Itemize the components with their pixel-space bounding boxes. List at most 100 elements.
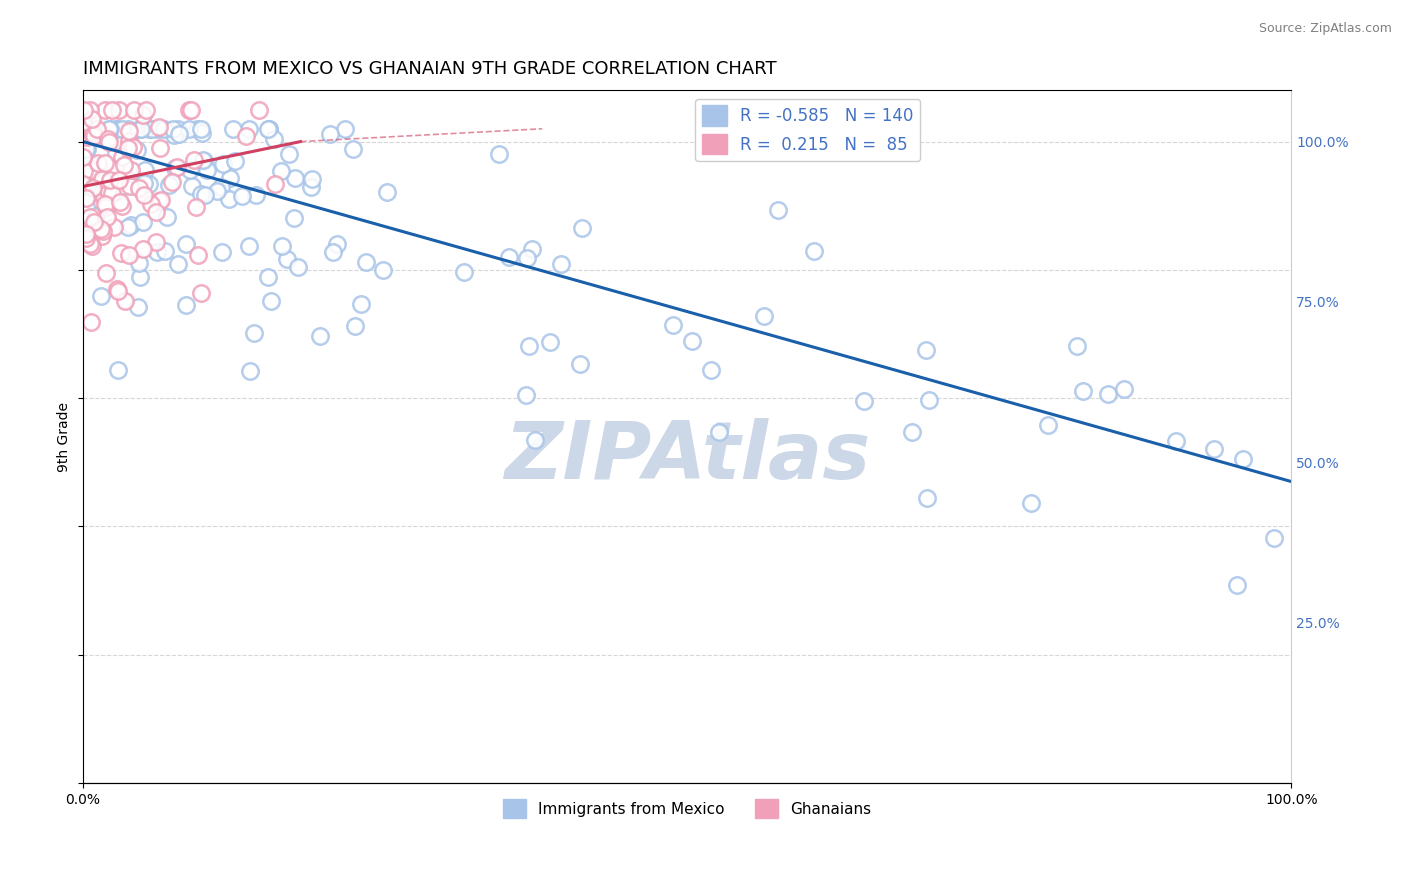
Point [287, 260, 309, 274]
Point [128, 121, 150, 136]
Point [209, 180, 232, 194]
Point [174, 237, 197, 252]
Point [1019, 496, 1042, 510]
Point [111, 121, 134, 136]
Point [219, 171, 242, 186]
Point [1263, 531, 1285, 545]
Point [103, 219, 125, 234]
Point [107, 284, 129, 298]
Point [752, 309, 775, 323]
Point [114, 294, 136, 309]
Point [79, 156, 101, 170]
Point [80, 163, 103, 178]
Point [238, 121, 260, 136]
Point [117, 141, 139, 155]
Point [108, 125, 131, 139]
Point [138, 121, 160, 136]
Point [194, 187, 217, 202]
Point [118, 248, 141, 262]
Point [239, 364, 262, 378]
Point [97, 135, 120, 149]
Point [117, 219, 139, 234]
Point [278, 146, 301, 161]
Point [82, 112, 104, 126]
Point [104, 146, 127, 161]
Point [257, 121, 280, 136]
Point [1097, 387, 1119, 401]
Point [72, 115, 94, 129]
Point [120, 162, 142, 177]
Point [128, 270, 150, 285]
Point [76, 142, 98, 156]
Point [766, 202, 789, 217]
Point [105, 282, 128, 296]
Point [662, 318, 685, 333]
Point [96, 266, 118, 280]
Point [260, 293, 283, 308]
Point [90, 229, 112, 244]
Point [75, 227, 97, 241]
Point [107, 173, 129, 187]
Point [498, 250, 520, 264]
Point [1232, 452, 1254, 467]
Point [191, 153, 214, 167]
Point [84, 171, 107, 186]
Point [193, 153, 215, 168]
Point [146, 121, 169, 136]
Point [118, 173, 141, 187]
Point [82, 181, 104, 195]
Point [453, 265, 475, 279]
Point [238, 239, 260, 253]
Point [190, 121, 212, 136]
Point [105, 134, 128, 148]
Point [205, 185, 228, 199]
Point [299, 180, 322, 194]
Point [134, 176, 156, 190]
Point [83, 128, 105, 143]
Point [120, 219, 142, 233]
Point [550, 257, 572, 271]
Point [76, 179, 98, 194]
Point [184, 200, 207, 214]
Point [247, 103, 270, 117]
Point [125, 144, 148, 158]
Point [127, 300, 149, 314]
Point [212, 157, 235, 171]
Y-axis label: 9th Grade: 9th Grade [58, 401, 72, 472]
Point [222, 121, 245, 136]
Point [122, 140, 145, 154]
Point [80, 162, 103, 177]
Point [128, 256, 150, 270]
Point [118, 123, 141, 137]
Point [1202, 442, 1225, 457]
Point [98, 173, 121, 187]
Point [118, 134, 141, 148]
Point [111, 199, 134, 213]
Point [86, 121, 108, 136]
Point [263, 132, 285, 146]
Point [538, 335, 561, 350]
Point [224, 154, 246, 169]
Point [375, 185, 398, 199]
Point [94, 196, 117, 211]
Point [167, 257, 190, 271]
Point [301, 172, 323, 186]
Point [568, 357, 591, 371]
Legend: Immigrants from Mexico, Ghanaians: Immigrants from Mexico, Ghanaians [496, 793, 877, 824]
Point [681, 334, 703, 348]
Point [135, 103, 157, 117]
Point [179, 121, 201, 136]
Point [156, 210, 179, 224]
Point [918, 392, 941, 407]
Point [218, 192, 240, 206]
Point [82, 239, 104, 253]
Point [138, 177, 160, 191]
Point [149, 141, 172, 155]
Point [270, 238, 292, 252]
Point [157, 178, 180, 192]
Point [276, 252, 298, 266]
Point [128, 180, 150, 194]
Point [110, 246, 132, 260]
Point [211, 244, 233, 259]
Point [98, 121, 121, 136]
